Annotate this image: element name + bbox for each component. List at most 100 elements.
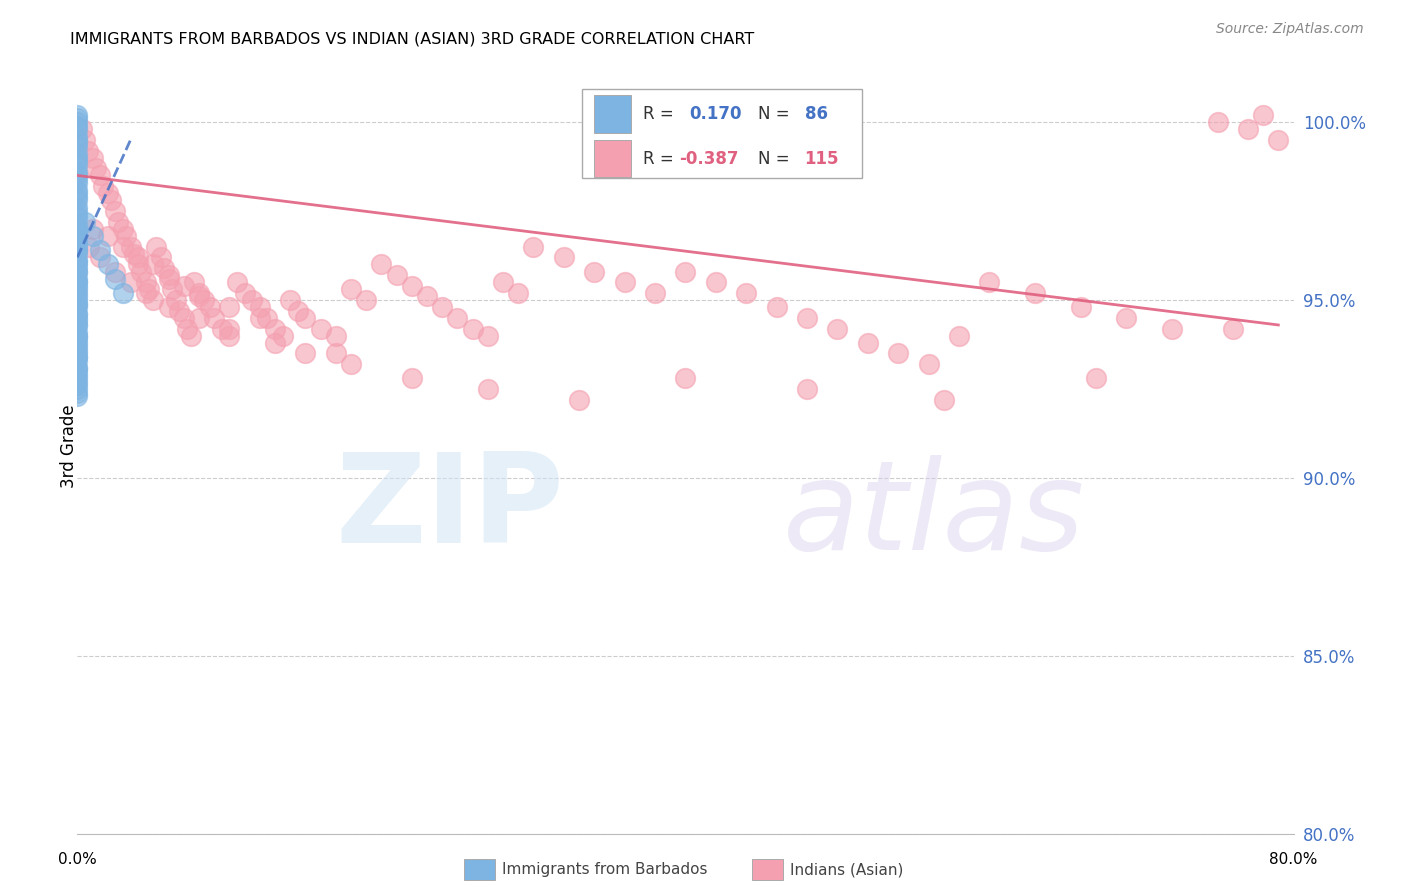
Point — [89, 250, 111, 264]
Point — [66, 240, 89, 254]
Point — [173, 278, 195, 293]
Point — [127, 257, 149, 271]
Point — [430, 300, 453, 314]
Point — [796, 382, 818, 396]
Point — [97, 186, 120, 201]
Point — [100, 194, 122, 208]
Point — [675, 264, 697, 278]
Point — [66, 332, 89, 346]
Point — [1024, 285, 1046, 300]
Point — [66, 222, 89, 236]
Point — [66, 364, 89, 378]
Point — [66, 307, 89, 321]
Point — [122, 246, 145, 260]
Point — [66, 293, 89, 307]
Point — [264, 335, 287, 350]
Point — [66, 300, 89, 314]
Point — [66, 233, 89, 247]
Point — [66, 172, 89, 186]
Point — [66, 335, 89, 350]
Point — [104, 271, 127, 285]
Point — [66, 314, 89, 328]
Point — [66, 158, 89, 172]
Point — [66, 222, 89, 236]
Point — [218, 321, 240, 335]
Point — [84, 161, 107, 176]
Text: Source: ZipAtlas.com: Source: ZipAtlas.com — [1216, 22, 1364, 37]
Point — [233, 285, 256, 300]
Point — [107, 215, 129, 229]
Point — [79, 240, 101, 254]
Point — [932, 392, 955, 407]
Point — [66, 264, 89, 278]
Point — [66, 285, 89, 300]
Point — [416, 289, 439, 303]
Point — [66, 147, 89, 161]
Point — [135, 275, 157, 289]
Point — [887, 346, 910, 360]
Point — [1161, 321, 1184, 335]
Point — [66, 190, 89, 204]
Point — [135, 285, 157, 300]
Point — [796, 310, 818, 325]
Point — [202, 310, 225, 325]
Point — [66, 385, 89, 400]
Point — [735, 285, 758, 300]
Text: R =: R = — [643, 150, 679, 168]
Point — [173, 310, 195, 325]
Point — [325, 346, 347, 360]
Point — [66, 350, 89, 364]
Text: R =: R = — [643, 105, 679, 123]
Point — [198, 300, 221, 314]
Point — [66, 325, 89, 339]
Point — [183, 275, 205, 289]
Bar — [595, 140, 631, 178]
Text: 80.0%: 80.0% — [1270, 852, 1317, 867]
Point — [66, 339, 89, 353]
Point — [188, 289, 211, 303]
Text: 0.0%: 0.0% — [58, 852, 97, 867]
Point — [218, 328, 240, 343]
Point — [66, 165, 89, 179]
Point — [249, 310, 271, 325]
Point — [66, 275, 89, 289]
Point — [66, 343, 89, 357]
Point — [1084, 371, 1107, 385]
Point — [66, 346, 89, 360]
Point — [1222, 321, 1244, 335]
Bar — [595, 95, 631, 133]
Point — [66, 382, 89, 396]
Point — [477, 328, 499, 343]
Point — [97, 229, 120, 244]
Point — [66, 353, 89, 368]
Text: Indians (Asian): Indians (Asian) — [790, 863, 904, 877]
Point — [765, 300, 787, 314]
Point — [73, 133, 96, 147]
Point — [66, 208, 89, 222]
Point — [66, 244, 89, 258]
Point — [142, 293, 165, 307]
Point — [66, 136, 89, 151]
Point — [176, 321, 198, 335]
Point — [354, 293, 377, 307]
Point — [66, 186, 89, 201]
Point — [167, 303, 190, 318]
Text: N =: N = — [758, 150, 796, 168]
Point — [66, 260, 89, 275]
Point — [66, 328, 89, 343]
Point — [827, 321, 849, 335]
Point — [157, 271, 180, 285]
Point — [66, 253, 89, 268]
Point — [704, 275, 727, 289]
Point — [82, 222, 104, 236]
Text: 0.170: 0.170 — [689, 105, 741, 123]
Point — [66, 154, 89, 169]
Point — [149, 250, 172, 264]
Point — [165, 293, 187, 307]
Point — [1251, 108, 1274, 122]
Point — [66, 360, 89, 375]
Point — [66, 328, 89, 343]
Point — [66, 194, 89, 208]
Point — [66, 204, 89, 219]
Point — [66, 378, 89, 392]
